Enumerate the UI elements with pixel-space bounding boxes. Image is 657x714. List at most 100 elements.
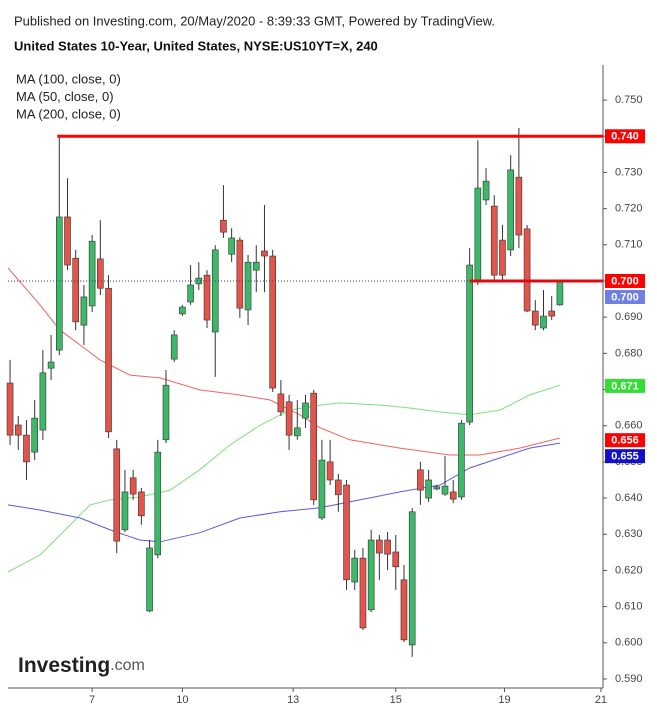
candle-body (88, 240, 96, 307)
candle-body (154, 451, 162, 556)
candle-body (540, 315, 547, 329)
candle-body (335, 479, 342, 496)
y-tick-label: 0.720 (615, 203, 643, 215)
y-tick-label: 0.690 (615, 311, 643, 323)
candle-body (449, 491, 457, 500)
candle-body (261, 250, 268, 257)
price-label: 0.700 (611, 291, 639, 303)
candle-body (417, 469, 424, 491)
y-tick-label: 0.750 (615, 94, 643, 106)
y-tick-label: 0.640 (615, 492, 643, 504)
candle-body (400, 579, 408, 641)
candle-body (302, 402, 309, 419)
candle-body (293, 427, 301, 437)
candle-body (14, 424, 22, 436)
y-tick-label: 0.620 (615, 564, 643, 576)
candle-body (138, 491, 145, 517)
moving-average (7, 267, 561, 456)
price-label: 0.740 (611, 131, 639, 143)
price-label-box (605, 289, 645, 304)
candle-body (376, 539, 383, 554)
price-label-box (605, 273, 645, 288)
candle-body (220, 219, 227, 233)
candle-body (556, 280, 564, 306)
candle-body (474, 187, 482, 283)
candle-body (55, 216, 63, 351)
candle-body (499, 239, 506, 276)
candle-body (269, 255, 276, 389)
candle-body (507, 169, 514, 251)
candle-body (97, 258, 104, 289)
y-tick-label: 0.610 (615, 601, 643, 613)
candle-body (228, 237, 235, 255)
candle-body (482, 180, 490, 201)
candle-body (203, 274, 211, 321)
candle-body (23, 434, 30, 463)
candle-body (531, 310, 539, 326)
candle-body (326, 461, 334, 481)
moving-average (7, 384, 561, 573)
moving-average (8, 442, 560, 543)
y-tick-label: 0.630 (615, 528, 643, 540)
logo-suffix: .com (110, 657, 145, 674)
price-label-box (605, 449, 645, 464)
price-label: 0.655 (611, 451, 639, 463)
candle-body (244, 261, 252, 311)
y-tick-label: 0.660 (615, 420, 643, 432)
candle-body (441, 485, 449, 495)
logo: Investing.com (18, 654, 145, 677)
price-label-box (605, 433, 645, 448)
y-tick-label: 0.730 (615, 166, 643, 178)
candle-body (367, 539, 375, 611)
candle-body (490, 205, 498, 276)
candle-body (433, 486, 441, 490)
x-tick-label: 21 (595, 694, 607, 706)
candle-body (64, 216, 71, 266)
candle-body (318, 459, 326, 519)
y-tick-label: 0.600 (615, 637, 643, 649)
legend-entry: MA (50, close, 0) (16, 89, 114, 104)
candle-body (6, 382, 14, 436)
candle-body (277, 393, 285, 413)
price-label-box (605, 129, 645, 144)
candle-body (105, 287, 112, 433)
candle-body (408, 511, 416, 646)
candle-body (343, 484, 350, 581)
candle-body (384, 539, 391, 555)
y-tick-label: 0.710 (615, 239, 643, 251)
candle-body (252, 261, 260, 271)
x-tick-label: 15 (390, 694, 402, 706)
candle-body (170, 334, 178, 360)
candle-body (236, 239, 244, 309)
candle-body (121, 491, 129, 531)
candle-body (351, 557, 359, 583)
candle-body (113, 448, 121, 542)
candle-body (285, 401, 293, 436)
candle-body (179, 306, 186, 315)
candle-body (466, 264, 473, 423)
price-label: 0.671 (611, 380, 639, 392)
candle-body (31, 417, 38, 453)
price-label-box (605, 378, 645, 393)
candle-body (211, 249, 219, 333)
candle-body (359, 557, 367, 629)
candle-body (515, 176, 523, 236)
x-tick-label: 7 (89, 694, 95, 706)
legend-entry: MA (200, close, 0) (16, 106, 121, 121)
candle-body (310, 392, 318, 501)
candle-body (80, 296, 88, 326)
logo-name: Investing (18, 654, 110, 677)
candle-body (162, 384, 170, 441)
candle-body (72, 257, 80, 323)
candle-body (39, 372, 47, 431)
candle-body (425, 479, 432, 499)
candle-body (146, 547, 153, 612)
candle-body (129, 477, 137, 495)
x-tick-label: 10 (176, 694, 188, 706)
x-tick-label: 19 (498, 694, 510, 706)
y-tick-label: 0.680 (615, 347, 643, 359)
candle-body (458, 422, 465, 498)
candle-body (523, 228, 531, 312)
candle-body (548, 310, 556, 317)
